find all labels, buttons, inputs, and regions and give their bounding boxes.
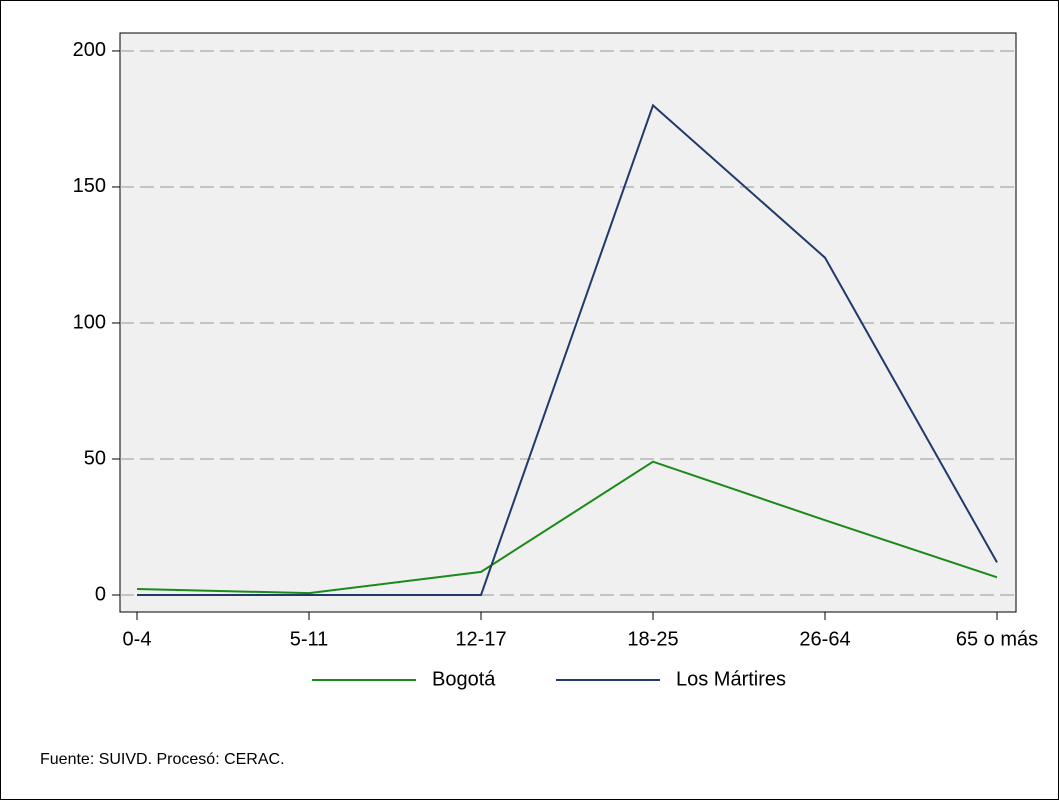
series-line (137, 103, 998, 596)
x-tick-label: 26-64 (799, 628, 850, 650)
y-tick-label: 200 (73, 39, 106, 61)
x-tick-label: 65 o más (956, 628, 1038, 650)
x-tick-label: 0-4 (123, 628, 152, 650)
legend-label: Bogotá (432, 668, 496, 690)
note: Fuente: SUIVD. Procesó: CERAC. (40, 751, 285, 768)
y-tick-label: 150 (73, 175, 106, 197)
y-tick-label: 100 (73, 311, 106, 333)
series-line (136, 460, 998, 595)
x-tick-label: 12-17 (455, 628, 506, 650)
y-tick-label: 0 (95, 583, 106, 605)
y-tick-label: 50 (84, 447, 106, 469)
x-tick-label: 5-11 (290, 628, 329, 650)
x-tick-label: 18-25 (627, 628, 678, 650)
legend-label: Los Mártires (676, 668, 786, 690)
